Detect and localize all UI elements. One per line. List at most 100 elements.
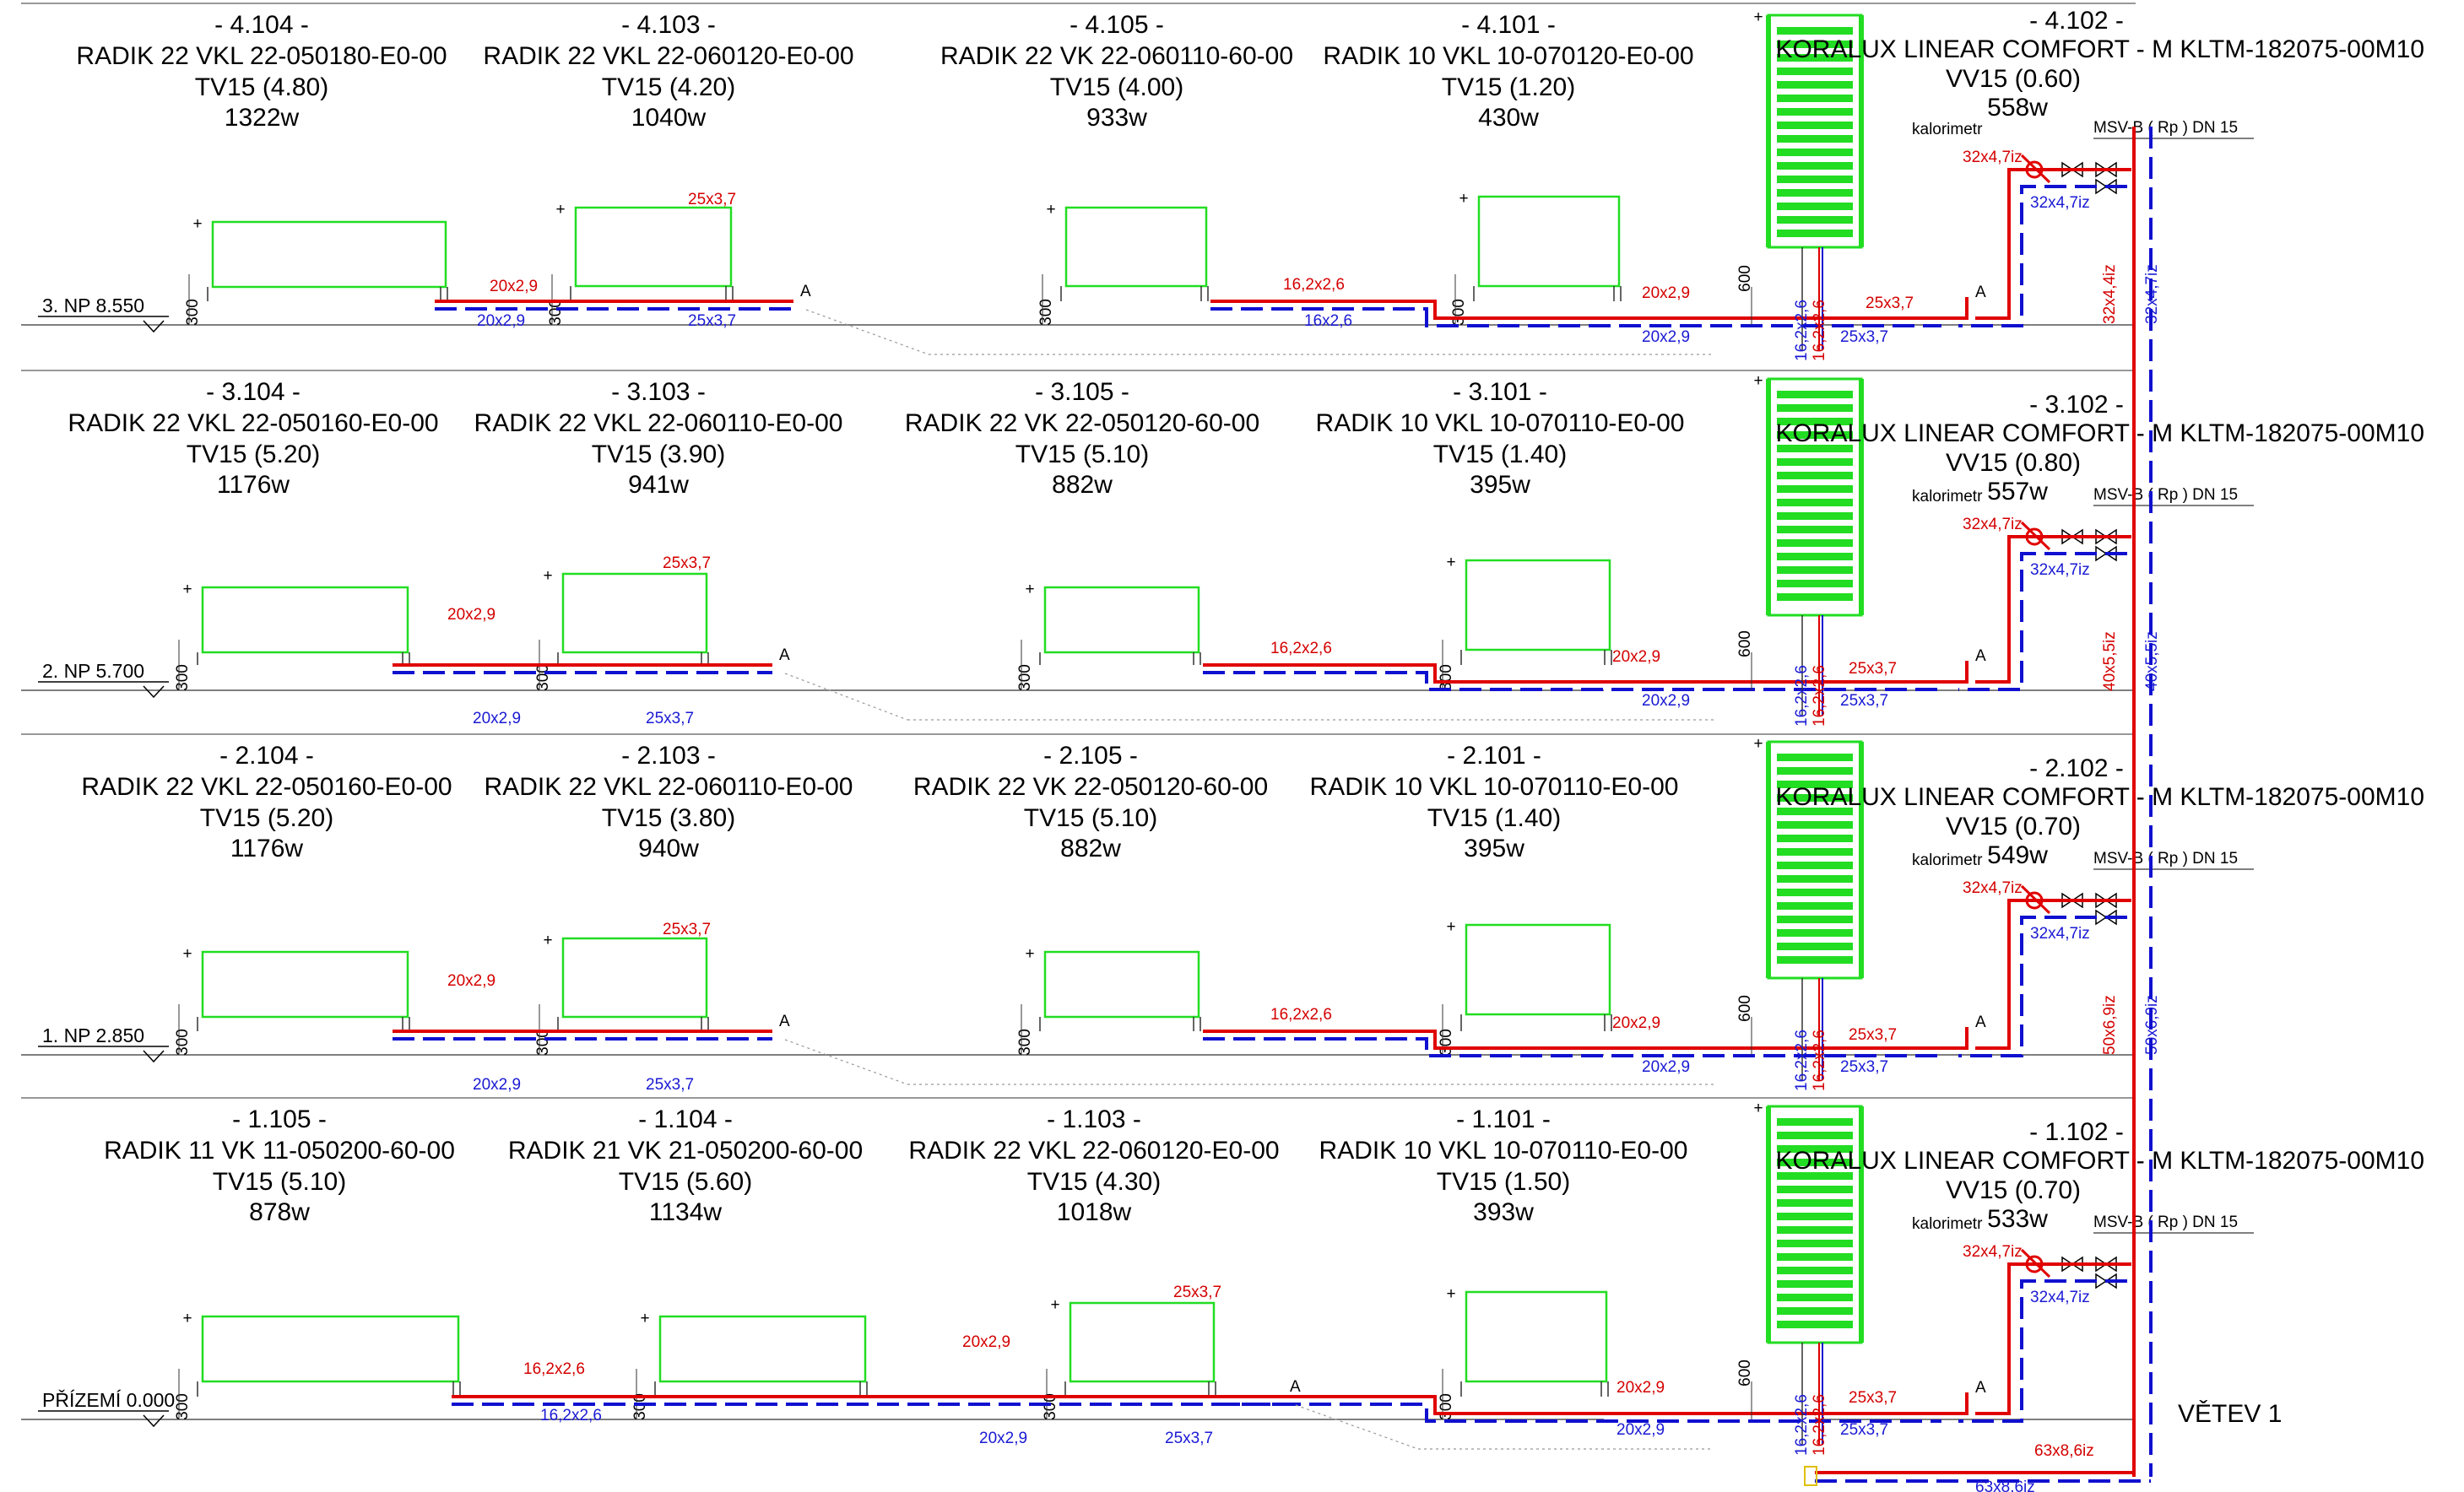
- towel-rail: [1777, 1186, 1853, 1193]
- valve-setting: TV15 (3.80): [602, 804, 735, 832]
- pipe-size-label: 25x3,7: [646, 1076, 694, 1094]
- pipe-size-label: 20x2,9: [473, 1076, 521, 1094]
- room-code: - 3.105 -: [1035, 378, 1129, 406]
- pipe-size-label: 20x2,9: [1642, 692, 1690, 710]
- panel-radiator: [658, 1315, 867, 1383]
- towel-rail: [1777, 458, 1853, 466]
- room-code: - 4.104 -: [214, 11, 309, 39]
- radiator-model: RADIK 10 VKL 10-070120-E0-00: [1323, 42, 1693, 70]
- panel-radiator: [1043, 586, 1200, 654]
- towel-rail: [1777, 889, 1853, 896]
- bath-valve: VV15 (0.70): [1946, 813, 2081, 841]
- supply-pipe: [1950, 297, 1968, 320]
- valve-icon: [2095, 1273, 2117, 1289]
- towel-rail: [1777, 566, 1853, 574]
- return-branch: [1958, 916, 2127, 1057]
- towel-rail: [1777, 445, 1853, 452]
- height-300-label: 300: [174, 664, 192, 691]
- supply-pipe: [1203, 1030, 1950, 1050]
- pipe-size-label: 20x2,9: [1642, 328, 1690, 346]
- pipe-end-mark: A: [1975, 284, 1986, 301]
- bath-valve: VV15 (0.80): [1946, 449, 2081, 477]
- branch-label: VĚTEV 1: [2178, 1400, 2282, 1428]
- pipe-size-label: 25x3,7: [688, 191, 736, 208]
- heat-output: 933w: [1086, 104, 1147, 132]
- pipe-size-label: 25x3,7: [1840, 1058, 1888, 1076]
- pipe-size-label: 16,2x2,6: [1270, 640, 1332, 657]
- valve-setting: TV15 (5.10): [1015, 441, 1149, 468]
- towel-rail: [1777, 176, 1853, 183]
- vent-mark: +: [182, 581, 192, 598]
- heat-output: 395w: [1464, 835, 1524, 862]
- leader: [1295, 1404, 1419, 1450]
- valve-setting: TV15 (4.80): [195, 73, 328, 101]
- return-pipe: [1210, 307, 1941, 327]
- height-300-label: 300: [1042, 1393, 1059, 1420]
- room-code: - 1.103 -: [1047, 1105, 1141, 1133]
- towel-rail: [1777, 499, 1853, 506]
- schematic-elements: 3. NP 8.550 - 4.104 - RADIK 22 VKL 22-0501…: [21, 3, 2424, 1492]
- panel-radiator: [1465, 1290, 1608, 1383]
- floor-0: 3. NP 8.550 - 4.104 - RADIK 22 VKL 22-0501…: [21, 7, 2424, 361]
- vent-mark: +: [1446, 554, 1455, 571]
- pipe-size-label: 25x3,7: [1849, 660, 1897, 678]
- height-300-label: 300: [1438, 1029, 1455, 1056]
- return-branch: [1958, 1279, 2127, 1423]
- heat-output: 1322w: [225, 104, 300, 132]
- valve-setting: TV15 (5.10): [213, 1168, 346, 1196]
- pipe-size-label: 25x3,7: [663, 921, 711, 938]
- pipe-size-label: 20x2,9: [1612, 1014, 1660, 1032]
- return-pipe: [1218, 1403, 1941, 1423]
- pipe-size-label: 20x2,9: [447, 972, 496, 990]
- panel-radiator: [561, 937, 708, 1019]
- towel-rail: [1777, 1321, 1853, 1328]
- panel-radiator: [1043, 950, 1200, 1019]
- radiator-model: RADIK 22 VK 22-060110-60-00: [940, 42, 1293, 70]
- towel-rail: [1777, 916, 1853, 923]
- heat-output: 395w: [1470, 471, 1530, 499]
- towel-rail: [1777, 41, 1853, 48]
- panel-radiator: [1465, 923, 1611, 1016]
- towel-rail: [1777, 1240, 1853, 1247]
- valve-icon: [2095, 909, 2117, 926]
- level-marker: [143, 1050, 165, 1063]
- towel-rail: [1777, 956, 1853, 964]
- valve-icon: [2061, 1256, 2083, 1273]
- towel-rail: [1777, 162, 1853, 170]
- branch-end-marker: [1804, 1466, 1817, 1486]
- panel-radiator: [1069, 1301, 1216, 1383]
- valve-setting: TV15 (4.00): [1050, 73, 1183, 101]
- vent-mark: +: [192, 215, 202, 233]
- towel-rail: [1777, 1172, 1853, 1180]
- towel-rail: [1777, 189, 1853, 197]
- towel-rail: [1777, 431, 1853, 439]
- return-branch: [1958, 185, 2127, 327]
- height-600-label: 600: [1736, 630, 1754, 657]
- bath-code: - 2.102 -: [2029, 754, 2124, 782]
- pipe-size-label: 25x3,7: [1866, 295, 1914, 312]
- towel-rail: [1777, 216, 1853, 224]
- towel-rail: [1777, 472, 1853, 479]
- supply-branch: [1975, 1262, 2131, 1415]
- towel-model: KORALUX LINEAR COMFORT - M KLTM-182075-0…: [1775, 35, 2424, 63]
- pipe-size-label: 25x3,7: [663, 554, 711, 572]
- radiator-model: RADIK 22 VKL 22-060120-E0-00: [483, 42, 853, 70]
- radiator-model: RADIK 22 VK 22-050120-60-00: [913, 773, 1268, 801]
- valve-setting: TV15 (1.40): [1427, 804, 1561, 832]
- towel-rail: [1777, 81, 1853, 89]
- pipe-size-label: 20x2,9: [1616, 1421, 1665, 1439]
- supply-pipe: [1950, 661, 1968, 684]
- pipe-size-label: 20x2,9: [473, 710, 521, 727]
- room-code: - 1.101 -: [1456, 1105, 1551, 1133]
- towel-rail: [1777, 1145, 1853, 1153]
- valve-icon: [2095, 892, 2117, 909]
- bath-return-label: 32x4,7iz: [2030, 925, 2090, 943]
- valve-setting: TV15 (4.30): [1027, 1168, 1161, 1196]
- towel-rail: [1777, 875, 1853, 883]
- vent-mark: +: [543, 932, 552, 949]
- heat-output: 882w: [1060, 835, 1121, 862]
- vent-mark: +: [640, 1310, 649, 1327]
- valve-icon: [2095, 161, 2117, 178]
- riser-pipe-label: 16,2x2,6: [1811, 1394, 1828, 1456]
